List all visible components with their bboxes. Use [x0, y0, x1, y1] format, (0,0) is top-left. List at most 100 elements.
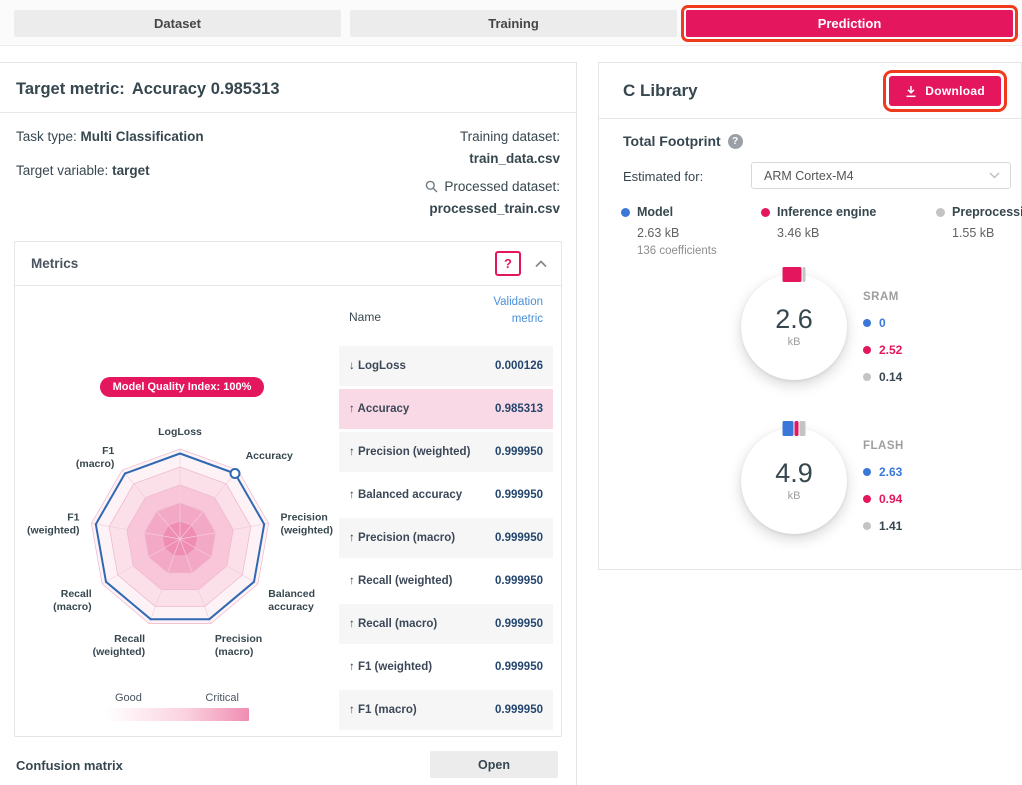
pink-dot — [863, 495, 871, 503]
svg-text:Precision(macro): Precision (macro) — [215, 633, 262, 658]
metrics-table: ↓ LogLoss 0.000126 ↑ Accuracy 0.985313 ↑ Pre… — [339, 346, 553, 733]
metric-row[interactable]: ↑ Recall (macro) 0.999950 — [339, 604, 553, 644]
metric-value: 0.999950 — [495, 446, 543, 458]
device-select-value: ARM Cortex-M4 — [764, 168, 854, 183]
estimated-for-label: Estimated for: — [623, 169, 704, 184]
processed-dataset-line: Processed dataset: — [425, 179, 560, 194]
target-variable-line: Target variable: target — [16, 163, 150, 178]
confusion-matrix-label: Confusion matrix — [16, 758, 123, 773]
legend-model: Model 2.63 kB 136 coefficients — [621, 205, 717, 257]
metric-row[interactable]: ↑ Precision (weighted) 0.999950 — [339, 432, 553, 472]
c-library-panel: C Library Download Total Footprint ? Est… — [598, 62, 1022, 570]
tab-prediction[interactable]: Prediction — [681, 5, 1018, 42]
chevron-down-icon — [989, 172, 1000, 179]
sram-model-value: 0 — [879, 316, 886, 330]
flash-unit: kB — [787, 490, 801, 502]
svg-text:Precision(weighted): Precision (weighted) — [281, 511, 334, 536]
total-footprint-label: Total Footprint — [623, 133, 721, 149]
metric-value: 0.000126 — [495, 360, 543, 372]
target-metric-value: Accuracy 0.985313 — [131, 80, 280, 98]
quality-gradient-bar — [105, 708, 249, 721]
blue-dot — [863, 468, 871, 476]
training-dataset-file: train_data.csv — [469, 151, 560, 166]
metric-row[interactable]: ↑ Balanced accuracy 0.999950 — [339, 475, 553, 515]
flash-stripe — [782, 421, 806, 436]
metric-value: 0.999950 — [495, 575, 543, 587]
metric-value: 0.999950 — [495, 661, 543, 673]
metric-value: 0.999950 — [495, 532, 543, 544]
sram-model-row: 0 — [863, 316, 902, 330]
metric-name: ↑ Balanced accuracy — [349, 489, 463, 501]
blue-dot — [863, 319, 871, 327]
flash-model-value: 2.63 — [879, 465, 903, 479]
metrics-card-header: Metrics ? — [15, 242, 561, 286]
sram-engine-value: 2.52 — [879, 343, 903, 357]
sram-preprocessing-value: 0.14 — [879, 370, 903, 384]
preprocessing-size: 1.55 kB — [952, 226, 995, 240]
flash-engine-row: 0.94 — [863, 492, 904, 506]
metric-row[interactable]: ↑ Recall (weighted) 0.999950 — [339, 561, 553, 601]
metric-name: ↑ Recall (weighted) — [349, 575, 453, 587]
metric-name: ↑ F1 (weighted) — [349, 661, 433, 673]
gray-dot — [863, 522, 871, 530]
inference-engine-dot — [761, 207, 770, 217]
flash-gauge: 4.9 kB — [741, 421, 847, 534]
model-coefficients: 136 coefficients — [637, 245, 717, 257]
metrics-title: Metrics — [31, 256, 79, 271]
legend-good-label: Good — [115, 692, 142, 704]
svg-text:LogLoss: LogLoss — [158, 426, 202, 438]
target-metric-label: Target metric: — [16, 80, 125, 98]
metric-name: ↑ Precision (macro) — [349, 532, 456, 544]
metric-value: 0.985313 — [495, 403, 543, 415]
model-quality-badge: Model Quality Index: 100% — [99, 377, 265, 397]
open-confusion-matrix-button[interactable]: Open — [430, 751, 558, 778]
preprocessing-label: Preprocessing — [952, 205, 1022, 219]
metric-row[interactable]: ↑ Precision (macro) 0.999950 — [339, 518, 553, 558]
sram-engine-row: 2.52 — [863, 343, 902, 357]
legend-preprocessing: Preprocessing 1.55 kB — [936, 205, 1022, 240]
download-label: Download — [925, 84, 985, 98]
metric-row[interactable]: ↑ F1 (macro) 0.999950 — [339, 690, 553, 730]
metric-row[interactable]: ↑ F1 (weighted) 0.999950 — [339, 647, 553, 687]
metric-row[interactable]: ↓ LogLoss 0.000126 — [339, 346, 553, 386]
processed-dataset-label: Processed dataset: — [444, 179, 560, 194]
tab-training[interactable]: Training — [350, 10, 677, 37]
legend-critical-label: Critical — [205, 692, 239, 704]
flash-legend: FLASH 2.63 0.94 1.41 — [863, 440, 904, 533]
sram-title: SRAM — [863, 291, 899, 303]
flash-model-row: 2.63 — [863, 465, 904, 479]
flash-preprocessing-value: 1.41 — [879, 519, 903, 533]
radar-chart-zone: Model Quality Index: 100% LogLoss Accurac… — [15, 286, 349, 738]
model-dot — [621, 207, 630, 217]
prediction-results-panel: Target metric: Accuracy 0.985313 Task typ… — [0, 62, 577, 785]
flash-engine-value: 0.94 — [879, 492, 903, 506]
metrics-card: Metrics ? Model Quality Index: 100% LogL… — [14, 241, 562, 737]
metrics-help-button[interactable]: ? — [495, 251, 521, 276]
metric-name: ↑ Accuracy — [349, 403, 410, 415]
total-footprint-row: Total Footprint ? — [623, 133, 743, 149]
quality-gradient-legend: Good Critical — [105, 692, 249, 721]
training-dataset-label: Training dataset: — [459, 129, 560, 144]
top-tab-bar: Dataset Training Prediction — [0, 0, 1022, 46]
download-button[interactable]: Download — [883, 70, 1007, 112]
flash-preprocessing-row: 1.41 — [863, 519, 904, 533]
device-select[interactable]: ARM Cortex-M4 — [751, 162, 1011, 189]
metric-row[interactable]: ↑ Accuracy 0.985313 — [339, 389, 553, 429]
model-label: Model — [637, 205, 674, 219]
metric-name: ↓ LogLoss — [349, 360, 406, 372]
processed-dataset-file: processed_train.csv — [429, 201, 560, 216]
inference-engine-size: 3.46 kB — [777, 226, 820, 240]
chevron-up-icon[interactable] — [531, 256, 551, 272]
sram-stripe — [782, 267, 806, 282]
tab-dataset[interactable]: Dataset — [14, 10, 341, 37]
task-type-line: Task type: Multi Classification — [16, 129, 204, 144]
magnifier-icon[interactable] — [425, 180, 438, 193]
svg-text:Recall(weighted): Recall (weighted) — [93, 633, 146, 658]
sram-legend: SRAM 0 2.52 0.14 — [863, 291, 902, 384]
sram-unit: kB — [787, 336, 801, 348]
help-icon[interactable]: ? — [727, 133, 743, 149]
target-variable-value: target — [112, 163, 150, 178]
inference-engine-label: Inference engine — [777, 205, 877, 219]
